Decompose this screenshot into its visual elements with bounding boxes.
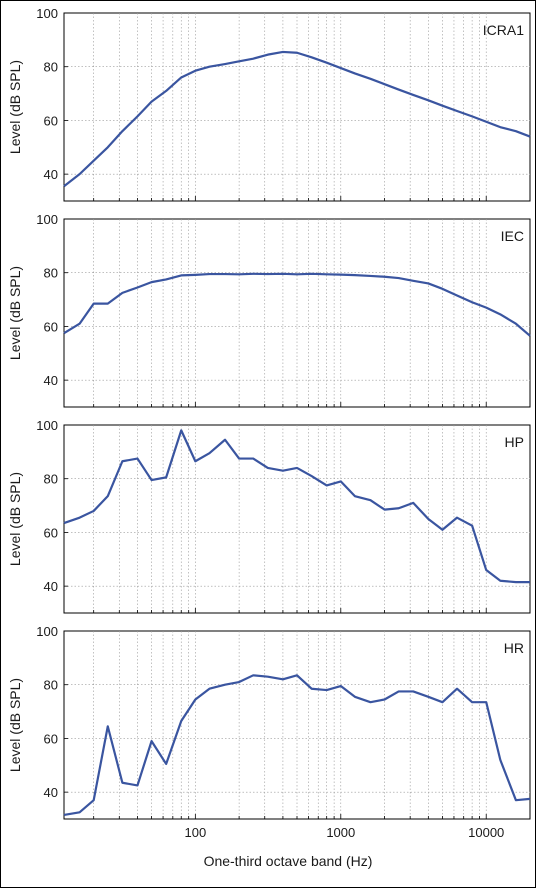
y-tick-label: 100 (36, 6, 58, 21)
y-tick-label: 100 (36, 624, 58, 639)
plot-area (63, 218, 531, 408)
y-tick-label: 80 (44, 60, 58, 75)
series-line-iec (63, 272, 531, 337)
plot-area (63, 630, 531, 820)
series-line-icra1 (63, 50, 531, 188)
x-tick-label: 1000 (326, 825, 355, 840)
y-axis-label: Level (dB SPL) (7, 60, 23, 154)
y-tick-label: 100 (36, 212, 58, 227)
y-tick-label: 100 (36, 418, 58, 433)
y-axis-label: Level (dB SPL) (7, 266, 23, 360)
y-tick-label: 40 (44, 785, 58, 800)
y-tick-label: 40 (44, 579, 58, 594)
plot-area (63, 12, 531, 202)
y-tick-label: 40 (44, 373, 58, 388)
panel-hr: 40 60 80 100 Level (dB SPL) HR 100 1000 10000 (7, 624, 531, 840)
y-tick-label: 60 (44, 319, 58, 334)
series-line-hr (63, 674, 531, 817)
y-tick-label: 60 (44, 525, 58, 540)
panel-label: IEC (501, 228, 524, 244)
panel-icra1: 40 60 80 100 Level (dB SPL) ICRA1 (7, 6, 531, 202)
y-tick-label: 60 (44, 731, 58, 746)
panel-iec: 40 60 80 100 Level (dB SPL) IEC (7, 212, 531, 408)
y-tick-label: 80 (44, 266, 58, 281)
panel-label: ICRA1 (483, 22, 524, 38)
panel-label: HR (504, 640, 524, 656)
panel-label: HP (505, 434, 524, 450)
x-tick-label: 100 (184, 825, 206, 840)
y-axis-label: Level (dB SPL) (7, 678, 23, 772)
series-line-hp (63, 429, 530, 584)
y-tick-label: 40 (44, 167, 58, 182)
panels-group: 40 60 80 100 Level (dB SPL) ICRA1 40 60 80 100 Lev… (7, 6, 531, 840)
y-tick-label: 60 (44, 113, 58, 128)
y-axis-label: Level (dB SPL) (7, 472, 23, 566)
y-tick-label: 80 (44, 472, 58, 487)
panel-hp: 40 60 80 100 Level (dB SPL) HP (7, 418, 531, 614)
x-axis-label: One-third octave band (Hz) (204, 853, 373, 869)
y-tick-label: 80 (44, 678, 58, 693)
x-tick-label: 10000 (468, 825, 504, 840)
